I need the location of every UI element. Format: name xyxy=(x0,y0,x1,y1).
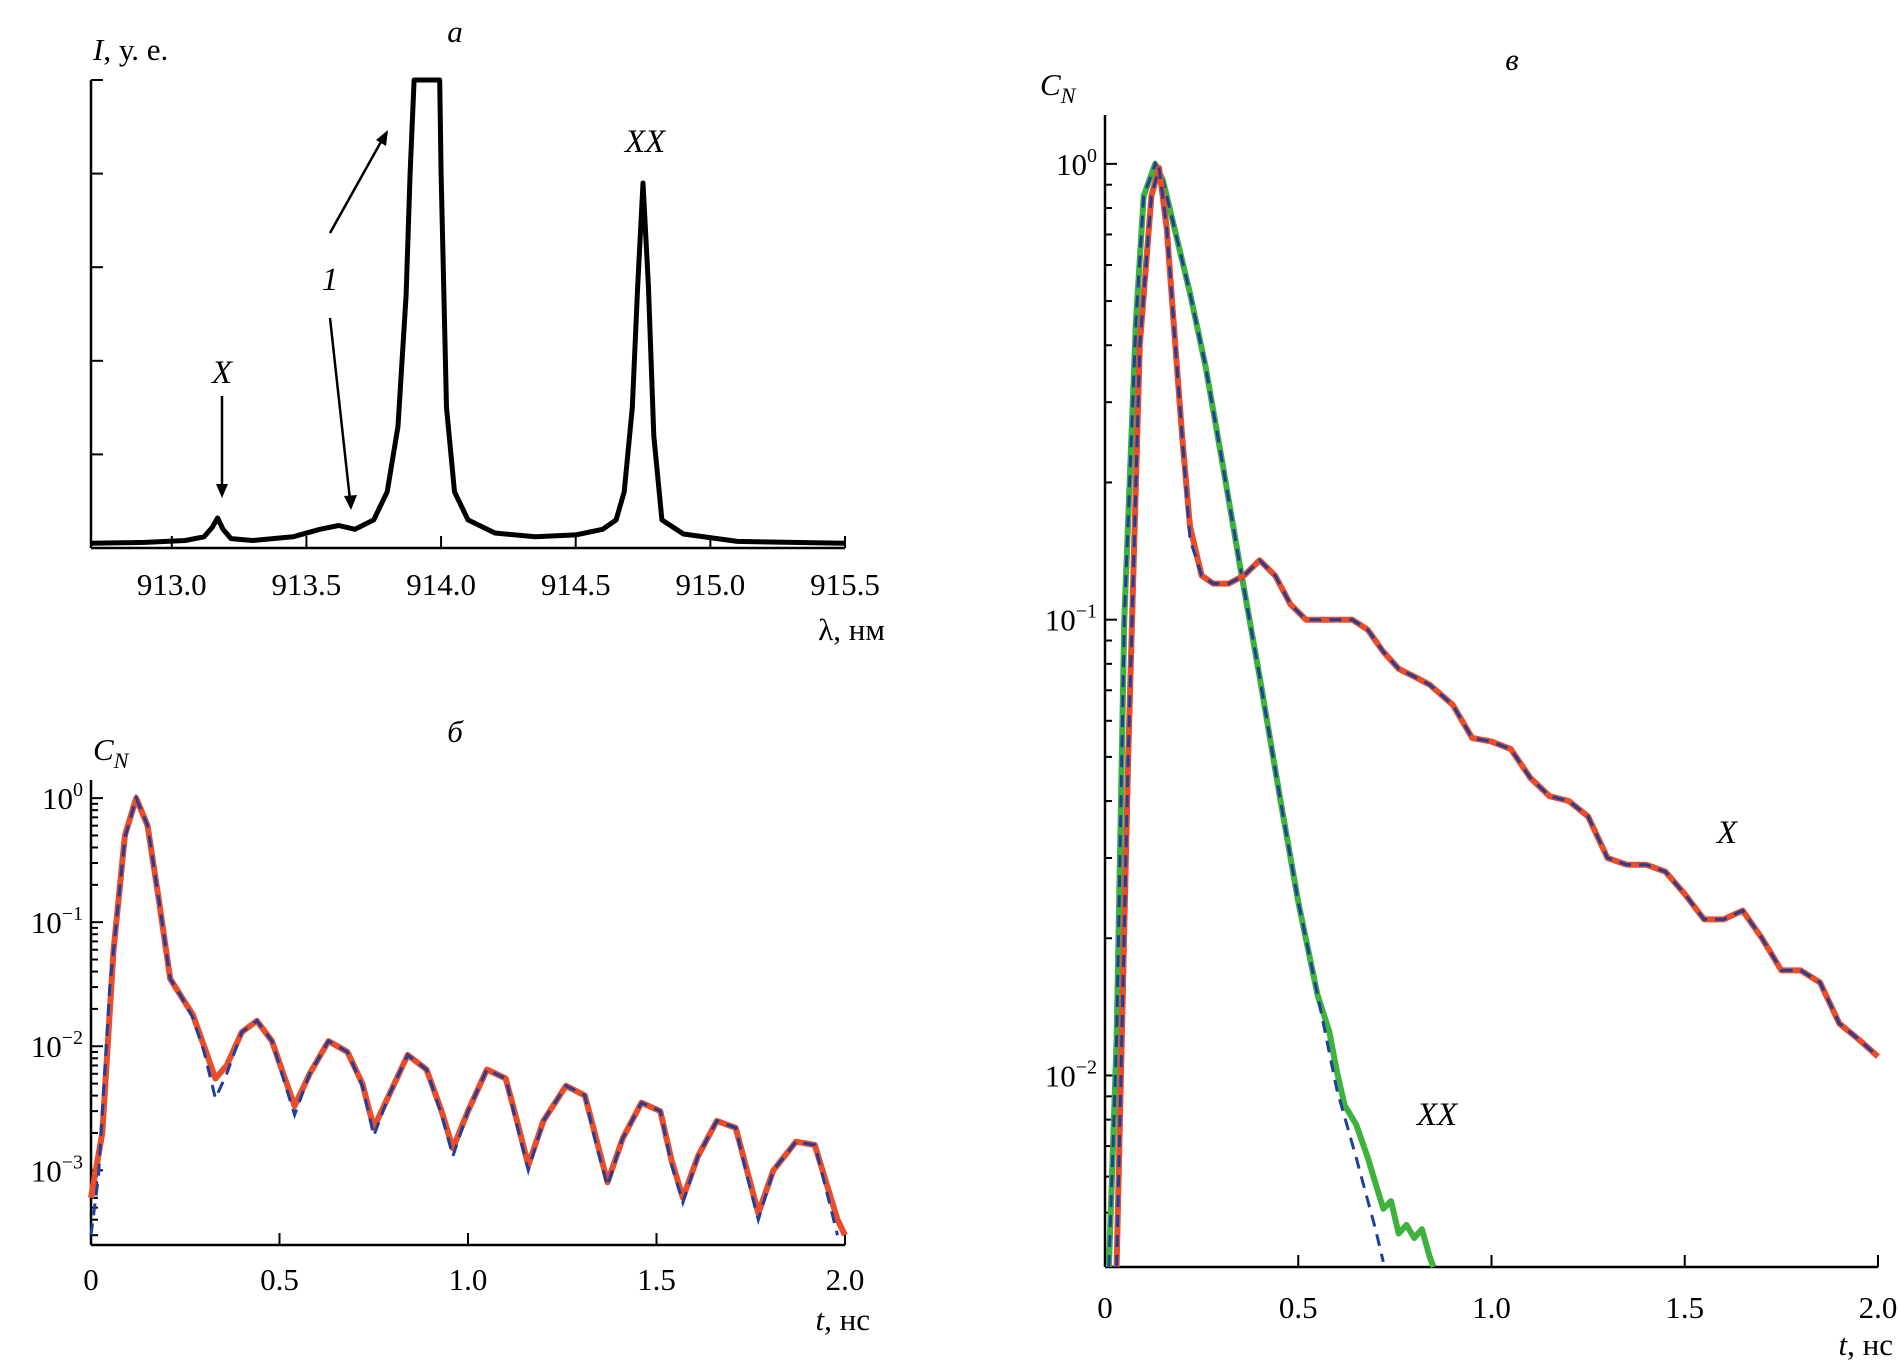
panel-a-x-tick-label: 915.0 xyxy=(675,567,745,602)
panel-a-xlabel: λ, нм xyxy=(818,612,885,647)
panel-b-xlabel-symbol: t xyxy=(816,1302,826,1337)
panel-c-xx-fit-line xyxy=(1107,159,1385,1268)
panel-b-y-tick-label: 10−1 xyxy=(31,903,83,940)
panel-c-correlation: в CN 100 10−1 10−2 0 0.5 1.0 1.5 2.0 X XX t, н… xyxy=(1040,42,1897,1362)
panel-b-x-tick-label: 2.0 xyxy=(826,1262,865,1297)
panel-a-ylabel-rest: , у. е. xyxy=(103,32,168,67)
panel-c-x-tick-label: 0 xyxy=(1097,1290,1113,1325)
panel-a-x-tick-label: 914.5 xyxy=(541,567,611,602)
panel-c-x-tick-label: 0.5 xyxy=(1279,1290,1318,1325)
panel-c-label-x: X xyxy=(1715,815,1739,851)
panel-c-x-tick-label: 2.0 xyxy=(1859,1290,1898,1325)
panel-b-fit-line xyxy=(89,793,839,1236)
panel-c-label-xx: XX xyxy=(1415,1097,1459,1133)
panel-b-x-tick-label: 0.5 xyxy=(260,1262,299,1297)
panel-c-x-line xyxy=(1113,164,1880,1268)
panel-a-arrow-1-up-head xyxy=(376,130,388,146)
panel-c-x-ticks: 0 0.5 1.0 1.5 2.0 xyxy=(1097,1255,1897,1325)
panel-a-arrow-1-down-head xyxy=(344,495,357,510)
panel-b-ylabel-symbol: C xyxy=(93,732,114,767)
panel-a-x-tick-label: 914.0 xyxy=(406,567,476,602)
panel-a-xlabel-rest: , нм xyxy=(833,612,885,647)
panel-c-x-fit-line xyxy=(1115,167,1879,1268)
panel-b-y-tick-label: 10−3 xyxy=(31,1151,83,1188)
panel-b-experiment-line xyxy=(88,795,848,1237)
panel-b-x-ticks: 0 0.5 1.0 1.5 2.0 xyxy=(83,1233,864,1297)
panel-a-arrow-1-down-shaft xyxy=(328,317,352,501)
panel-a-x-tick-label: 913.0 xyxy=(137,567,207,602)
panel-a-label-xx: XX xyxy=(623,124,667,160)
panel-c-y-ticks: 100 10−1 10−2 xyxy=(1045,145,1117,1258)
panel-b-x-tick-label: 1.0 xyxy=(449,1262,488,1297)
panel-b-x-tick-label: 1.5 xyxy=(637,1262,676,1297)
panel-c-ylabel-symbol: C xyxy=(1040,67,1061,102)
panel-a-y-ticks xyxy=(91,79,103,456)
panel-a-x-tick-label: 915.5 xyxy=(810,567,880,602)
panel-a-ylabel-symbol: I xyxy=(92,32,105,67)
panel-c-y-tick-label: 100 xyxy=(1056,145,1097,182)
panel-a-arrow-x-head xyxy=(216,484,228,498)
panel-a-x-ticks: 913.0 913.5 914.0 914.5 915.0 915.5 xyxy=(137,536,880,602)
panel-c-letter: в xyxy=(1505,42,1518,77)
panel-c-x-tick-label: 1.5 xyxy=(1665,1290,1704,1325)
panel-a-letter: а xyxy=(447,14,463,49)
panel-a-ylabel: I, у. е. xyxy=(92,32,168,67)
panel-b-xlabel: t, нс xyxy=(816,1302,870,1337)
panel-a-arrow-1-up-shaft xyxy=(328,139,384,234)
panel-c-x-tick-label: 1.0 xyxy=(1472,1290,1511,1325)
panel-c-xlabel-rest: , нс xyxy=(1847,1327,1893,1362)
panel-a-xlabel-symbol: λ xyxy=(818,612,833,647)
panel-a-label-x: X xyxy=(210,355,234,391)
panel-c-xlabel-symbol: t xyxy=(1839,1327,1849,1362)
panel-b-correlation: б CN 100 10−1 10−2 10−3 0 0.5 1.0 1.5 2.0 t, нс xyxy=(31,714,870,1337)
panel-b-y-tick-label: 100 xyxy=(42,779,83,816)
panel-c-y-tick-label: 10−2 xyxy=(1045,1056,1097,1093)
panel-b-xlabel-rest: , нс xyxy=(824,1302,870,1337)
panel-b-ylabel-sub: N xyxy=(113,748,130,773)
panel-c-xlabel: t, нс xyxy=(1839,1327,1893,1362)
panel-b-letter: б xyxy=(447,714,464,749)
panel-b-ylabel: CN xyxy=(93,732,130,773)
panel-a-label-1: 1 xyxy=(322,262,339,298)
panel-a-spectrum-line xyxy=(90,77,846,546)
panel-a-x-tick-label: 913.5 xyxy=(272,567,342,602)
panel-b-x-tick-label: 0 xyxy=(83,1262,99,1297)
panel-c-ylabel: CN xyxy=(1040,67,1077,108)
panel-c-ylabel-sub: N xyxy=(1060,83,1077,108)
panel-a-spectrum: а I, у. е. 913.0 913.5 914.0 914.5 915.0 915.… xyxy=(89,14,885,647)
panel-c-xx-line xyxy=(1105,160,1437,1269)
panel-c-y-tick-label: 10−1 xyxy=(1045,601,1097,638)
panel-b-y-tick-label: 10−2 xyxy=(31,1027,83,1064)
